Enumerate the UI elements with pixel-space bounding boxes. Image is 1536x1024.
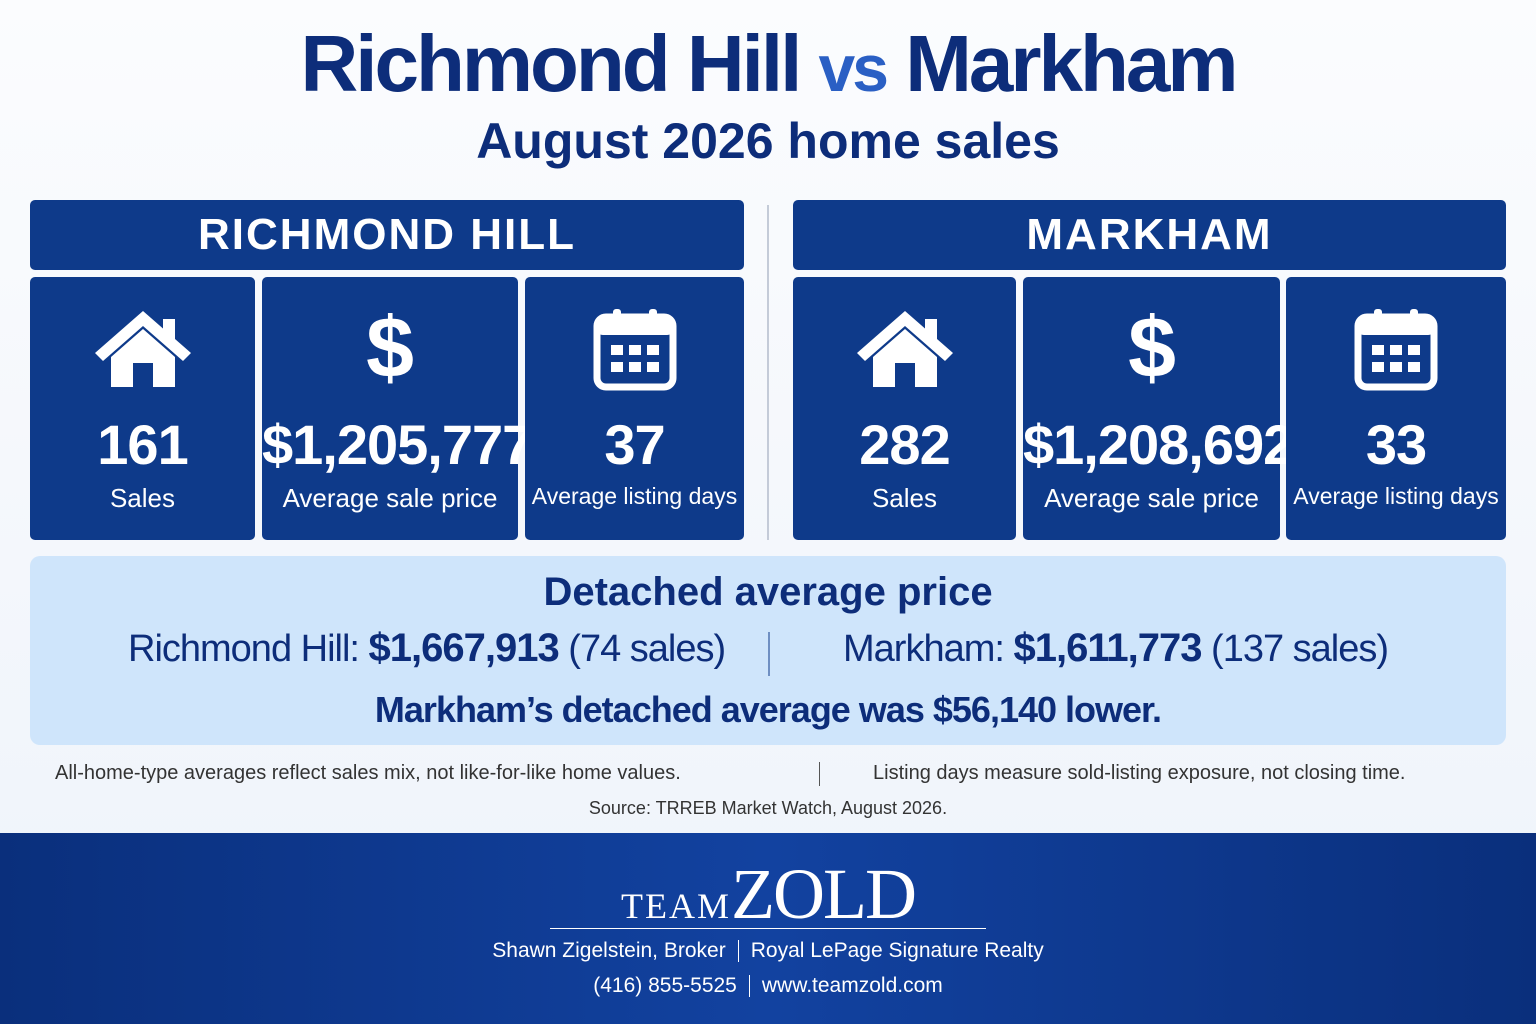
icon bbox=[1354, 309, 1438, 391]
stat-value: 33 bbox=[1365, 413, 1427, 476]
row-sales: (74 sales) bbox=[568, 628, 726, 670]
row-sales: (137 sales) bbox=[1211, 628, 1389, 670]
icon bbox=[94, 311, 191, 387]
stat-label: Sales bbox=[109, 483, 176, 513]
stat-value: 37 bbox=[604, 413, 665, 476]
row-label: Markham: bbox=[843, 628, 1005, 670]
icon bbox=[593, 309, 676, 391]
stat-value: 282 bbox=[859, 413, 950, 476]
title: Richmond Hill vs Markham bbox=[0, 18, 1536, 110]
footer-line: (416) 855-5525 www.teamzold.com bbox=[0, 974, 1536, 998]
footer: TEAMZOLD Shawn Zigelstein, Broker Royal L… bbox=[0, 833, 1536, 1024]
logo-small: TEAM bbox=[621, 886, 732, 926]
icon: $ bbox=[1128, 307, 1176, 391]
logo-rule bbox=[550, 928, 986, 929]
detached-row: Richmond Hill: $1,667,913 (74 sales) bbox=[128, 626, 726, 671]
footer-text: Shawn Zigelstein, Broker bbox=[492, 939, 726, 962]
website[interactable]: www.teamzold.com bbox=[761, 974, 943, 997]
source: Source: TRREB Market Watch, August 2026. bbox=[588, 798, 948, 818]
logo: TEAMZOLD bbox=[0, 853, 1536, 936]
stat-value: 161 bbox=[97, 413, 188, 476]
icon bbox=[856, 311, 953, 387]
title-right: Markham bbox=[905, 19, 1238, 108]
title-left: Richmond Hill bbox=[300, 19, 803, 108]
stat-card: 37 Average listing days bbox=[525, 277, 744, 540]
detached-row: Markham: $1,611,773 (137 sales) bbox=[843, 626, 1389, 671]
phone: (416) 855-5525 bbox=[593, 974, 737, 997]
stat-label: Sales bbox=[871, 483, 938, 513]
logo-big: ZOLD bbox=[731, 854, 917, 934]
detached-box: Detached average price Richmond Hill: $1… bbox=[30, 556, 1506, 745]
footer-line: Shawn Zigelstein, Broker Royal LePage Sig… bbox=[0, 939, 1536, 963]
row-price: $1,667,913 bbox=[368, 626, 560, 670]
panel-header: RICHMOND HILL bbox=[30, 200, 744, 270]
footer-text: Royal LePage Signature Realty bbox=[750, 939, 1044, 962]
panel-header: MARKHAM bbox=[793, 200, 1506, 270]
svg-text:$: $ bbox=[1128, 307, 1176, 391]
divider bbox=[767, 205, 769, 540]
footnote: All-home-type averages reflect sales mix… bbox=[55, 762, 681, 784]
footnote: Listing days measure sold-listing exposu… bbox=[873, 762, 1406, 784]
row-label: Richmond Hill: bbox=[128, 628, 360, 670]
svg-text:$: $ bbox=[366, 307, 414, 391]
subtitle: August 2026 home sales bbox=[476, 113, 1060, 169]
stat-card: 161 Sales bbox=[30, 277, 255, 540]
separator bbox=[768, 632, 770, 676]
stat-label: Average listing days bbox=[1293, 483, 1499, 509]
stat-card: $ $1,205,777 Average sale price bbox=[262, 277, 533, 540]
row-price: $1,611,773 bbox=[1013, 626, 1202, 670]
stat-label: Average sale price bbox=[282, 483, 498, 513]
stat-card: $ $1,208,692 Average sale price bbox=[1023, 277, 1294, 540]
stat-label: Average sale price bbox=[1044, 483, 1259, 513]
stat-label: Average listing days bbox=[531, 483, 738, 509]
stat-value: $1,208,692 bbox=[1023, 413, 1294, 476]
icon: $ bbox=[366, 307, 414, 391]
detached-note: Markham’s detached average was $56,140 l… bbox=[374, 689, 1162, 730]
stat-value: $1,205,777 bbox=[262, 413, 533, 476]
detached-heading: Detached average price bbox=[543, 570, 993, 614]
separator bbox=[819, 762, 820, 786]
stat-card: 282 Sales bbox=[793, 277, 1016, 540]
title-vs: vs bbox=[818, 31, 889, 105]
stat-card: 33 Average listing days bbox=[1286, 277, 1506, 540]
